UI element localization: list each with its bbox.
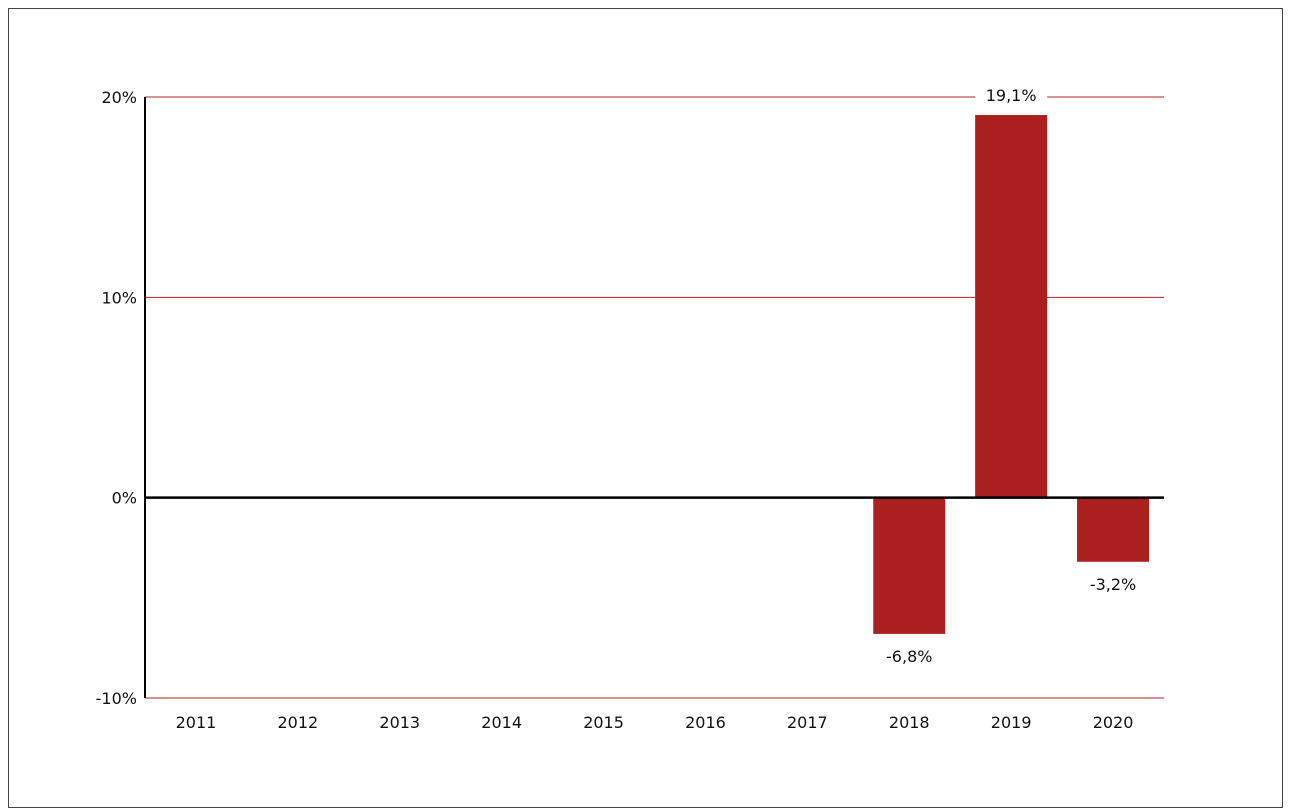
y-tick-label: 10% <box>101 288 137 307</box>
axes <box>144 97 1164 698</box>
bar <box>1077 497 1150 562</box>
x-tick-label: 2012 <box>277 713 318 732</box>
x-tick-label: 2015 <box>583 713 624 732</box>
x-tick-label: 2017 <box>787 713 828 732</box>
data-label: -3,2% <box>1090 575 1136 594</box>
x-tick-label: 2011 <box>176 713 217 732</box>
x-tick-label: 2014 <box>481 713 522 732</box>
data-label: -6,8% <box>886 647 932 666</box>
bar <box>873 497 946 634</box>
bar <box>975 115 1048 498</box>
y-tick-labels: 20% 10% 0% -10% <box>96 88 137 708</box>
bars <box>873 115 1150 634</box>
x-tick-label: 2016 <box>685 713 726 732</box>
x-tick-labels: 2011 2012 2013 2014 2015 2016 2017 2018 2019 2020 <box>176 713 1134 732</box>
bar-chart: -6,8%19,1%-3,2% 20%10%0%-10% 2011 2012 201… <box>96 84 1164 732</box>
y-tick-label: -10% <box>96 689 137 708</box>
data-label: 19,1% <box>986 86 1037 105</box>
chart-frame <box>8 8 1283 808</box>
x-tick-label: 2013 <box>379 713 420 732</box>
y-tick-label: 20% <box>101 88 137 107</box>
x-tick-label: 2020 <box>1093 713 1134 732</box>
data-label-background <box>975 84 1048 109</box>
x-tick-label: 2018 <box>889 713 930 732</box>
x-tick-label: 2019 <box>991 713 1032 732</box>
y-tick-label: 0% <box>112 489 137 508</box>
data-labels: -6,8% 19,1% -3,2% <box>886 84 1136 666</box>
